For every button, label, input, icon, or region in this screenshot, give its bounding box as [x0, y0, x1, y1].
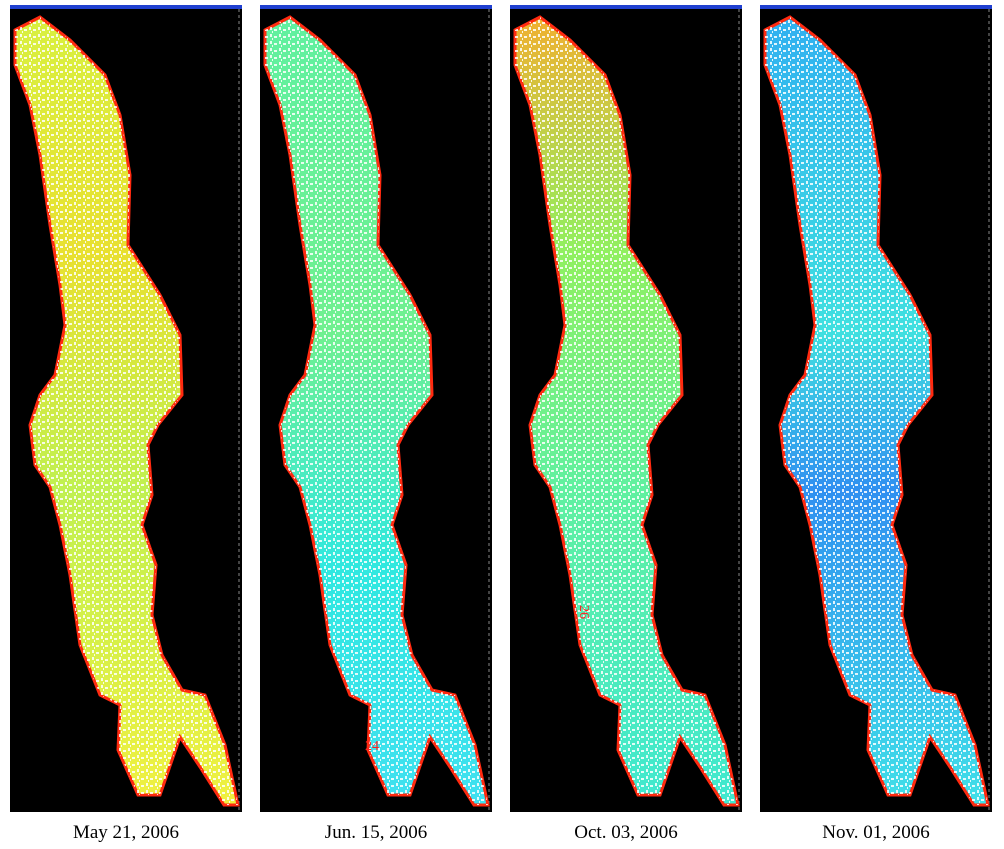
map-panel: 24 [260, 5, 492, 812]
top-border [510, 5, 742, 9]
lake-texture [265, 17, 488, 805]
map-panel [760, 5, 992, 812]
lake-texture [765, 17, 988, 805]
panel-caption: May 21, 2006 [73, 822, 179, 843]
map-panel [10, 5, 242, 812]
lake-texture [515, 17, 738, 805]
panels: 24 26 [10, 5, 992, 812]
contour-label: 26 [576, 605, 591, 619]
top-border [10, 5, 242, 9]
top-border [760, 5, 992, 9]
contour-label: 24 [365, 739, 379, 754]
top-border [260, 5, 492, 9]
panel-caption: Nov. 01, 2006 [822, 822, 930, 843]
lake-texture [15, 17, 238, 805]
panel-caption: Jun. 15, 2006 [325, 822, 427, 843]
panel-caption: Oct. 03, 2006 [574, 822, 677, 843]
map-panel: 26 [510, 5, 742, 812]
